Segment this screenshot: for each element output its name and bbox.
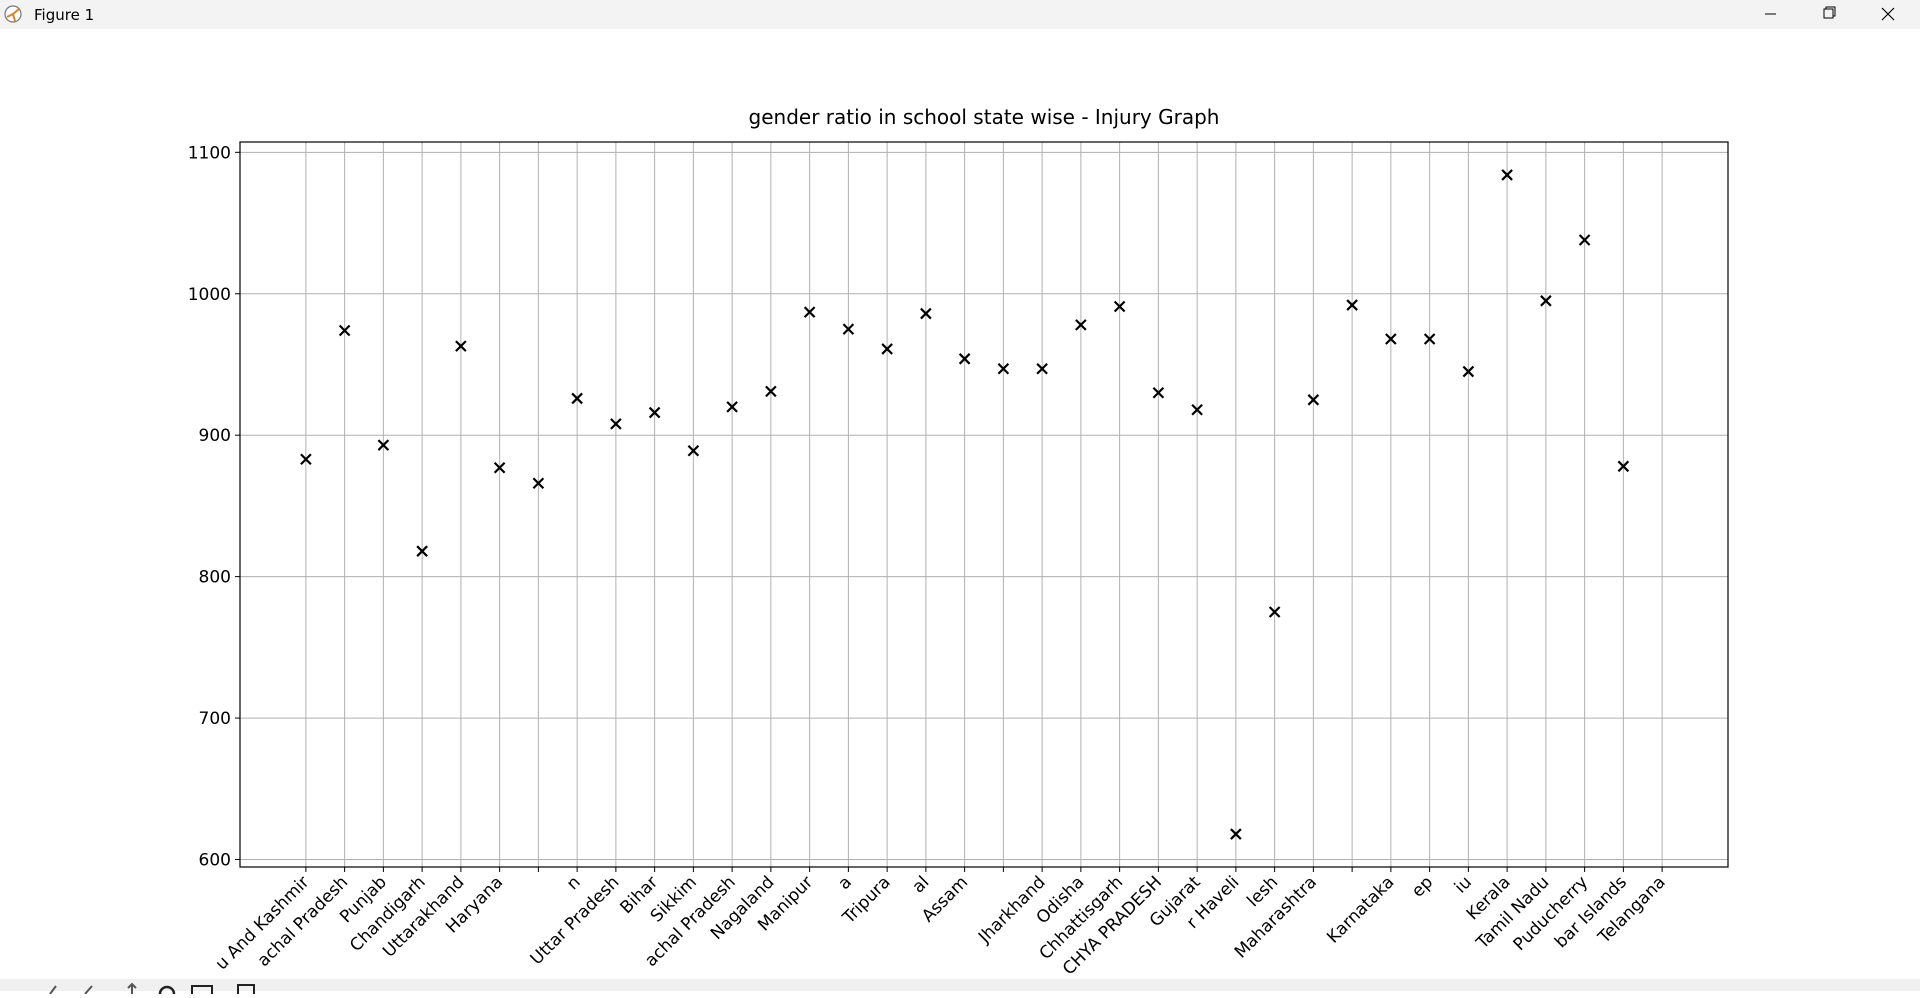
y-tick-label: 1000 <box>188 285 231 305</box>
marker <box>958 353 971 365</box>
figure-background <box>0 29 1920 979</box>
y-tick-label: 1100 <box>188 143 231 163</box>
marker <box>377 439 390 451</box>
y-tick-label: 600 <box>199 851 231 871</box>
window-title: Figure 1 <box>34 6 95 24</box>
marker <box>1578 234 1591 246</box>
toolbar-icons[interactable] <box>0 982 260 998</box>
marker <box>455 340 467 352</box>
marker <box>1036 362 1048 375</box>
marker <box>1385 333 1397 345</box>
marker <box>1617 460 1630 473</box>
marker <box>1230 828 1242 840</box>
marker <box>726 401 738 413</box>
marker <box>1075 319 1087 331</box>
marker <box>338 324 351 337</box>
marker <box>1268 606 1281 618</box>
toolbar <box>0 979 1920 998</box>
marker <box>416 545 428 557</box>
marker <box>920 307 932 320</box>
marker <box>765 385 777 398</box>
chart: gender ratio in school state wise - Inju… <box>0 29 1920 979</box>
marker <box>1540 295 1552 307</box>
marker <box>1152 386 1165 399</box>
marker <box>803 306 816 318</box>
marker <box>842 323 855 335</box>
y-tick-label: 900 <box>199 426 231 446</box>
marker <box>493 461 506 474</box>
y-tick-label: 700 <box>199 709 231 729</box>
marker <box>1346 299 1358 311</box>
title-bar: Figure 1 <box>0 0 1920 29</box>
marker <box>1501 169 1513 181</box>
marker <box>1423 333 1436 345</box>
marker <box>532 477 545 490</box>
marker <box>1307 394 1320 406</box>
plot-frame <box>239 141 1729 868</box>
marker <box>610 418 622 430</box>
marker <box>1462 365 1475 378</box>
app-icon <box>4 5 22 23</box>
chart-title: gender ratio in school state wise - Inju… <box>749 105 1220 129</box>
marker <box>997 362 1010 375</box>
marker <box>648 406 661 419</box>
window-controls[interactable] <box>1740 0 1920 29</box>
y-tick-label: 800 <box>199 568 231 588</box>
marker <box>881 343 893 355</box>
marker <box>300 453 312 466</box>
marker <box>571 392 583 405</box>
marker <box>1191 403 1203 416</box>
marker <box>1113 300 1126 313</box>
marker <box>687 444 700 457</box>
